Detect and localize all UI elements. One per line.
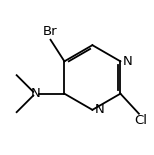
Text: N: N [122, 55, 132, 68]
Text: Br: Br [43, 25, 58, 38]
Text: N: N [30, 87, 40, 100]
Text: N: N [94, 103, 104, 116]
Text: Cl: Cl [134, 114, 147, 127]
